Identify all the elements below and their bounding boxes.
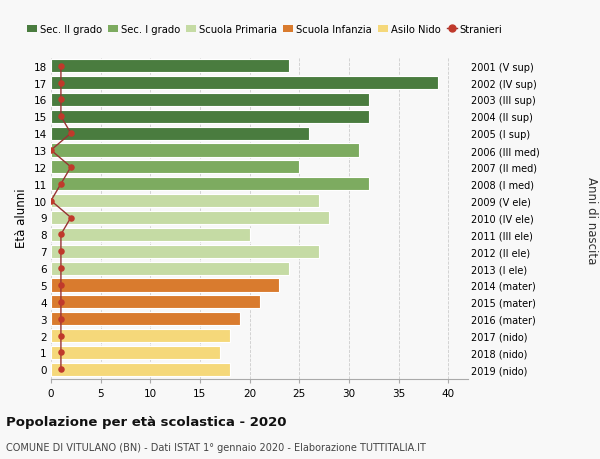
Bar — [51, 195, 319, 208]
Bar — [51, 77, 438, 90]
Point — [66, 130, 76, 138]
Bar — [51, 262, 289, 275]
Bar — [51, 144, 359, 157]
Bar — [51, 245, 319, 258]
Point — [56, 282, 66, 289]
Bar — [51, 127, 309, 140]
Point — [46, 147, 56, 154]
Point — [56, 315, 66, 323]
Bar — [51, 178, 369, 191]
Text: Popolazione per età scolastica - 2020: Popolazione per età scolastica - 2020 — [6, 415, 287, 428]
Point — [56, 181, 66, 188]
Point — [56, 298, 66, 306]
Point — [66, 214, 76, 222]
Point — [56, 349, 66, 356]
Bar — [51, 94, 369, 107]
Point — [56, 80, 66, 87]
Bar — [51, 228, 250, 241]
Y-axis label: Età alunni: Età alunni — [15, 188, 28, 248]
Bar — [51, 212, 329, 224]
Point — [56, 366, 66, 373]
Legend: Sec. II grado, Sec. I grado, Scuola Primaria, Scuola Infanzia, Asilo Nido, Stran: Sec. II grado, Sec. I grado, Scuola Prim… — [23, 21, 506, 39]
Bar — [51, 313, 239, 325]
Bar — [51, 363, 230, 376]
Point — [56, 248, 66, 255]
Point — [56, 96, 66, 104]
Point — [66, 164, 76, 171]
Point — [56, 332, 66, 340]
Bar — [51, 279, 280, 292]
Point — [46, 197, 56, 205]
Bar — [51, 296, 260, 309]
Bar — [51, 329, 230, 342]
Bar — [51, 161, 299, 174]
Point — [56, 265, 66, 272]
Point — [56, 63, 66, 70]
Point — [56, 113, 66, 121]
Bar — [51, 111, 369, 123]
Bar — [51, 60, 289, 73]
Text: Anni di nascita: Anni di nascita — [584, 177, 598, 264]
Text: COMUNE DI VITULANO (BN) - Dati ISTAT 1° gennaio 2020 - Elaborazione TUTTITALIA.I: COMUNE DI VITULANO (BN) - Dati ISTAT 1° … — [6, 442, 426, 452]
Point — [56, 231, 66, 239]
Bar — [51, 346, 220, 359]
